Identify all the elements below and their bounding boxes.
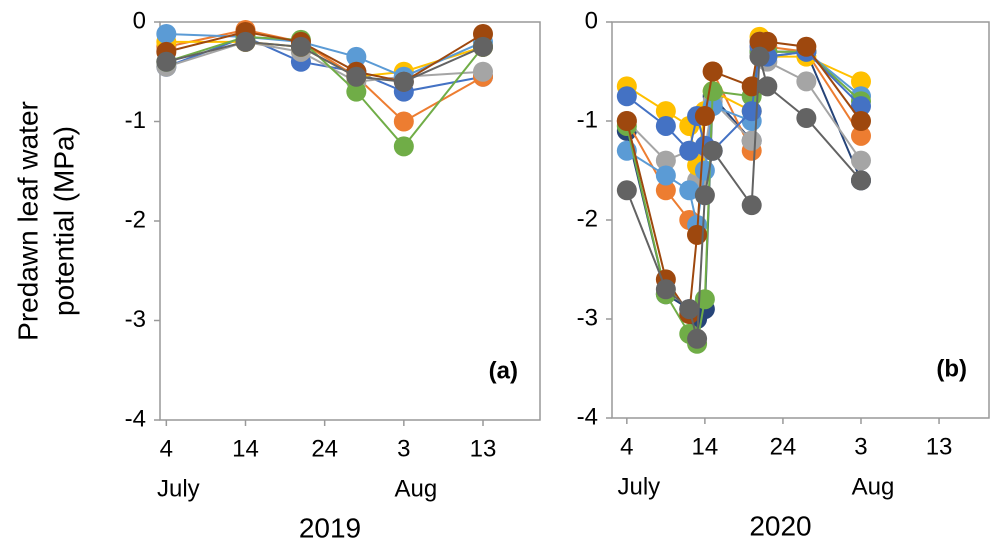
- x-axis-label: 2020: [749, 510, 811, 541]
- series-line: [166, 30, 484, 83]
- x-tick-label: 4: [160, 435, 173, 462]
- data-point: [346, 66, 367, 87]
- x-axis-label: 2019: [299, 512, 361, 543]
- month-label: July: [157, 475, 200, 502]
- data-point: [473, 61, 493, 82]
- data-point: [702, 81, 723, 102]
- data-point: [679, 180, 700, 201]
- month-label: Aug: [852, 473, 895, 500]
- series-line: [166, 40, 484, 83]
- data-point: [616, 86, 637, 107]
- x-tick-label: 3: [397, 435, 410, 462]
- data-point: [757, 76, 778, 97]
- data-point: [694, 160, 715, 181]
- data-point: [850, 170, 871, 191]
- series-line: [166, 35, 484, 148]
- data-point: [679, 140, 700, 161]
- data-point: [346, 46, 367, 67]
- y-tick-label: -1: [125, 107, 146, 134]
- data-point: [741, 195, 762, 216]
- data-point: [235, 31, 256, 52]
- y-tick-label: -2: [125, 206, 146, 233]
- data-point: [616, 180, 637, 201]
- x-tick-label: 24: [770, 433, 797, 460]
- data-point: [655, 101, 676, 122]
- data-point: [702, 61, 723, 82]
- data-point: [655, 150, 676, 171]
- y-tick-label: -4: [125, 405, 146, 432]
- series-line: [166, 32, 484, 78]
- data-point: [655, 165, 676, 186]
- data-point: [694, 106, 715, 127]
- data-point: [616, 111, 637, 131]
- data-point: [702, 140, 723, 161]
- data-point: [741, 101, 762, 122]
- x-tick-label: 13: [470, 435, 497, 462]
- panel-label: (b): [936, 355, 967, 382]
- data-point: [850, 71, 871, 92]
- y-tick-label: -1: [577, 106, 598, 133]
- data-point: [749, 46, 770, 67]
- data-point: [694, 185, 715, 206]
- data-point: [757, 31, 778, 52]
- x-tick-label: 24: [311, 435, 338, 462]
- data-point: [850, 96, 871, 117]
- x-tick-label: 14: [692, 433, 719, 460]
- data-point: [393, 111, 414, 132]
- data-point: [850, 125, 871, 146]
- data-point: [156, 51, 177, 72]
- month-label: July: [617, 473, 660, 500]
- data-point: [393, 136, 414, 157]
- data-point: [655, 279, 676, 300]
- data-point: [290, 36, 311, 57]
- data-point: [393, 71, 414, 92]
- data-point: [473, 36, 493, 57]
- x-tick-label: 14: [232, 435, 259, 462]
- series-line: [166, 28, 484, 123]
- y-axis-label: potential (MPa): [48, 126, 79, 316]
- x-tick-label: 4: [620, 433, 633, 460]
- y-tick-label: -3: [125, 306, 146, 333]
- data-point: [850, 111, 871, 131]
- data-point: [796, 36, 817, 57]
- data-point: [655, 115, 676, 136]
- data-point: [679, 299, 700, 320]
- data-point: [346, 81, 367, 102]
- data-point: [156, 23, 177, 44]
- data-point: [850, 150, 871, 171]
- y-tick-label: -2: [577, 205, 598, 232]
- data-point: [741, 130, 762, 151]
- y-tick-label: 0: [133, 7, 146, 34]
- x-tick-label: 3: [854, 433, 867, 460]
- y-tick-label: -3: [577, 304, 598, 331]
- panel-label: (a): [489, 357, 518, 384]
- data-point: [796, 71, 817, 92]
- y-tick-label: 0: [585, 7, 598, 34]
- data-point: [687, 328, 708, 349]
- y-axis-label: Predawn leaf water: [12, 101, 43, 341]
- x-tick-label: 13: [926, 433, 953, 460]
- data-point: [655, 180, 676, 201]
- y-tick-label: -4: [577, 403, 598, 430]
- data-point: [796, 108, 817, 129]
- month-label: Aug: [394, 475, 437, 502]
